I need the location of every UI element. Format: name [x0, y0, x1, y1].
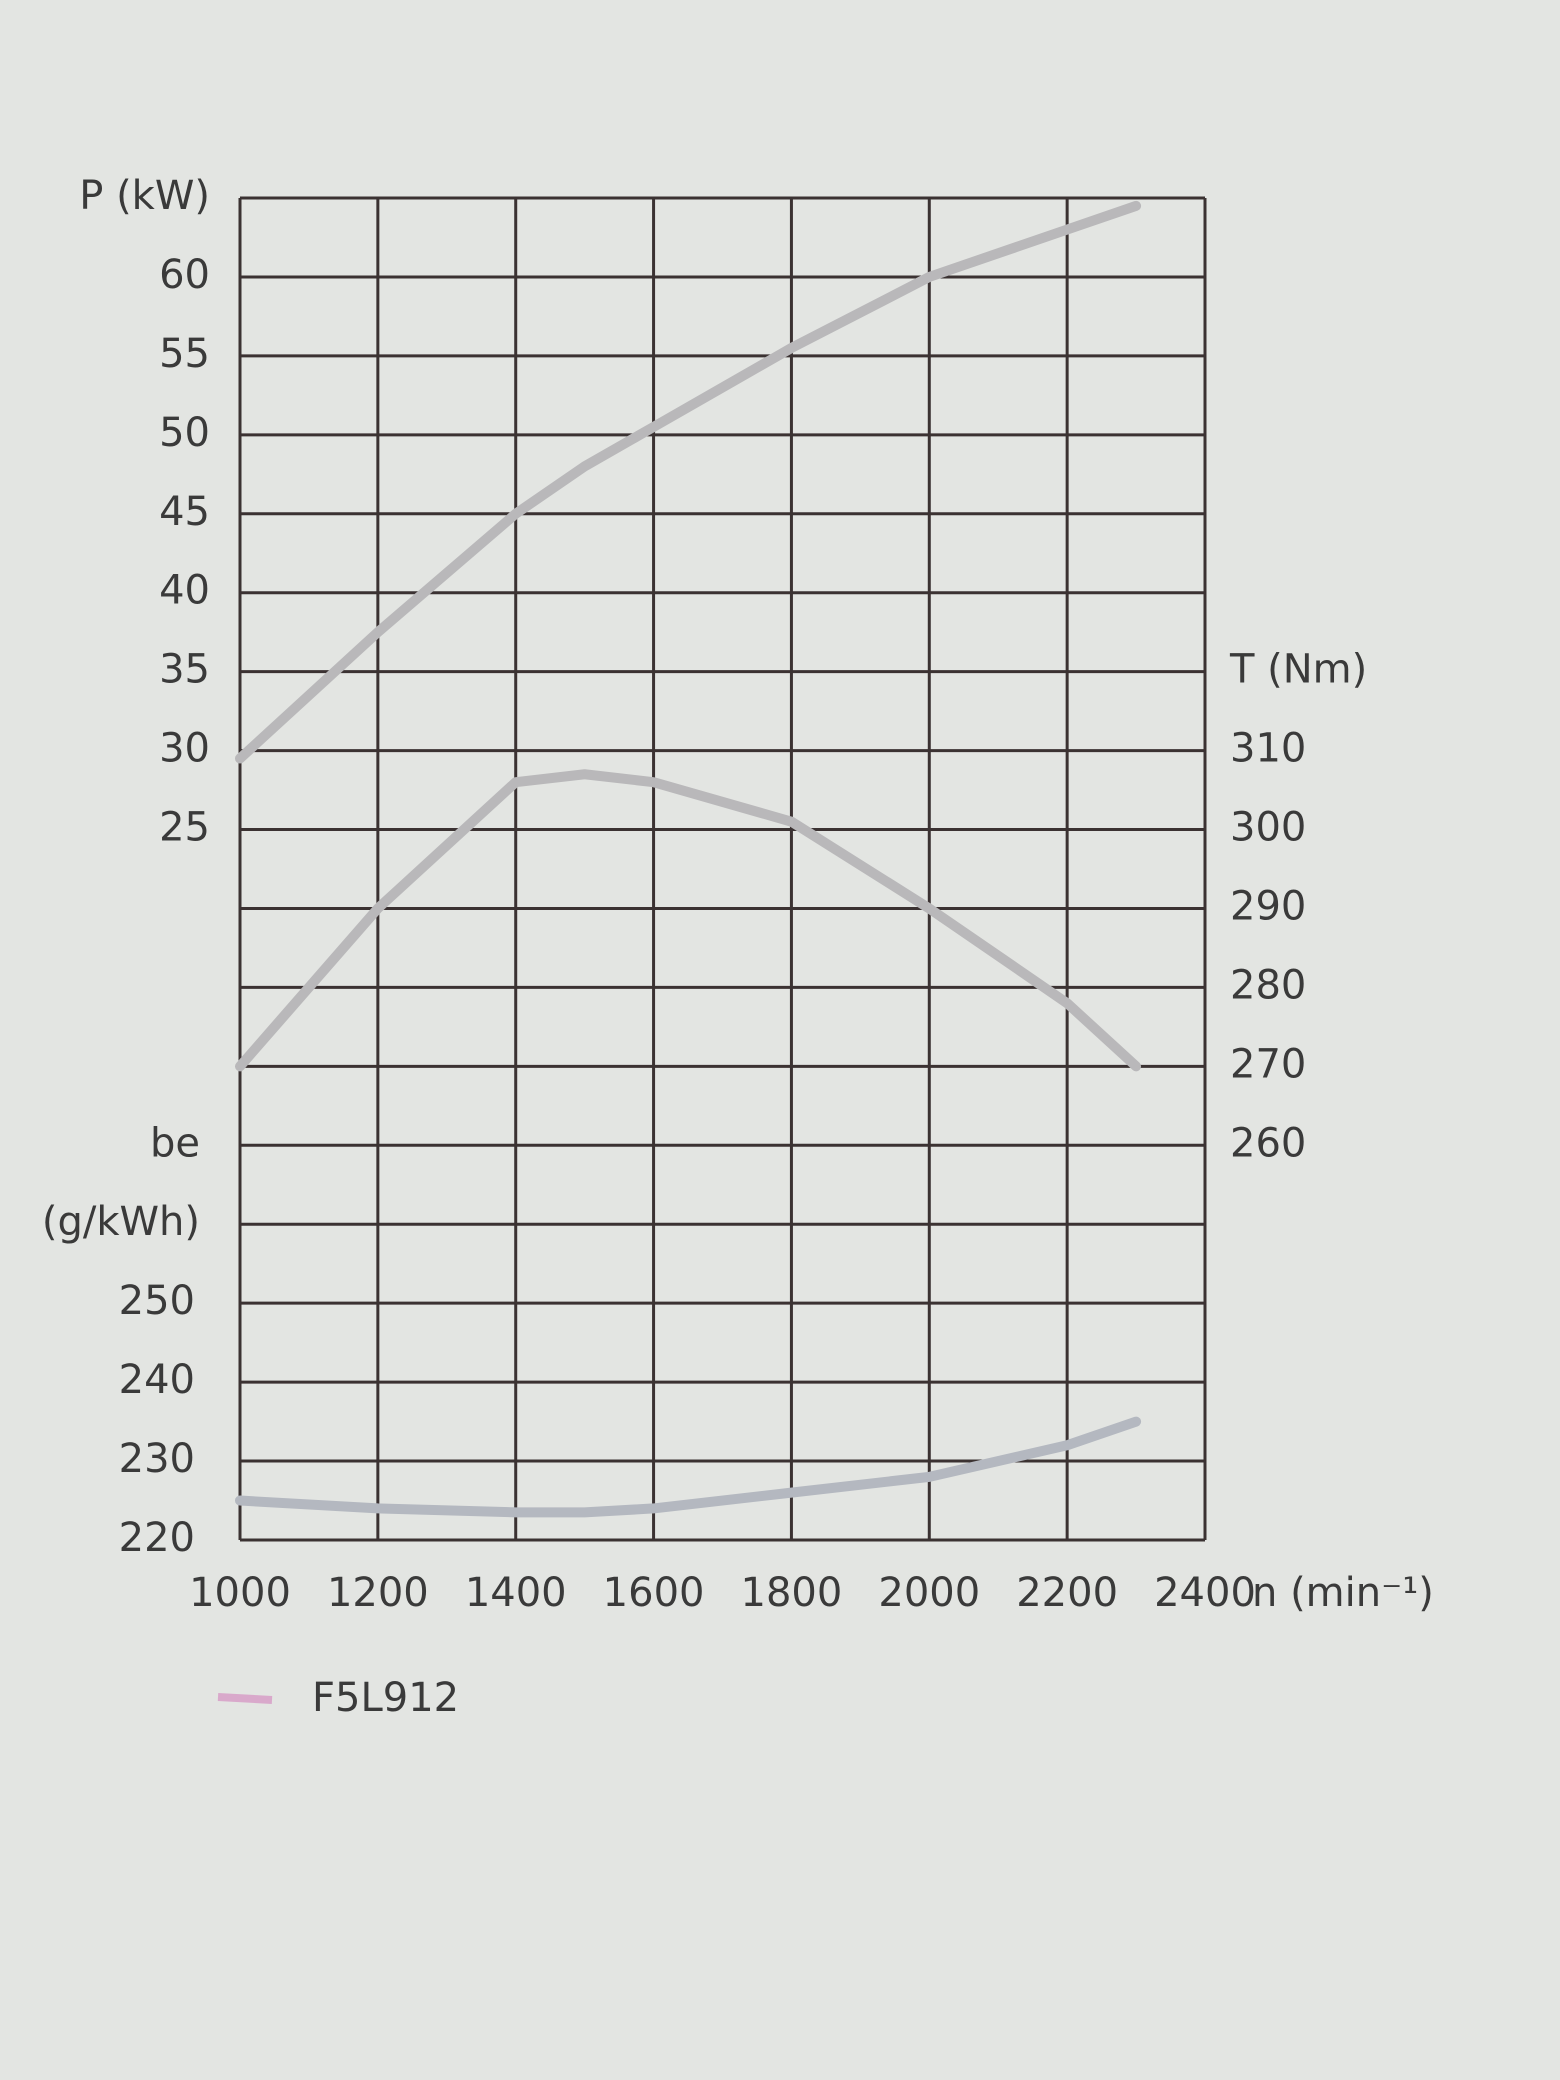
x-tick-label: 2200 — [1016, 1570, 1118, 1616]
x-tick-label: 1000 — [189, 1570, 291, 1616]
y-tick-label: 45 — [159, 489, 210, 535]
y-tick-label: 60 — [159, 252, 210, 298]
y2-tick-label: 290 — [1230, 883, 1306, 929]
x-tick-label: 1400 — [465, 1570, 567, 1616]
y3-tick-label: 250 — [119, 1278, 195, 1324]
x-tick-label: 1600 — [603, 1570, 705, 1616]
y2-tick-label: 260 — [1230, 1120, 1306, 1166]
legend-label: F5L912 — [312, 1675, 459, 1721]
curve — [235, 200, 1142, 764]
y-tick-label: 40 — [159, 568, 210, 614]
x-tick-label: 1200 — [327, 1570, 429, 1616]
y3-axis-label: be — [150, 1120, 200, 1166]
x-axis-label: n (min⁻¹) — [1252, 1570, 1434, 1616]
y3-tick-label: 240 — [119, 1357, 195, 1403]
y2-tick-label: 310 — [1230, 726, 1306, 772]
y-tick-label: 35 — [159, 647, 210, 693]
y-tick-label: 30 — [159, 726, 210, 772]
y-tick-label: 50 — [159, 410, 210, 456]
y2-axis-label: T (Nm) — [1229, 647, 1367, 693]
legend-marker — [217, 1693, 273, 1704]
y3-tick-label: 230 — [119, 1436, 195, 1482]
y-tick-label: 25 — [159, 805, 210, 851]
curve — [235, 769, 1142, 1072]
y3-tick-label: 220 — [119, 1515, 195, 1561]
y2-tick-label: 270 — [1230, 1041, 1306, 1087]
x-tick-label: 2000 — [878, 1570, 980, 1616]
x-tick-label: 2400 — [1154, 1570, 1256, 1616]
curve — [235, 1416, 1142, 1518]
y2-tick-label: 280 — [1230, 962, 1306, 1008]
y2-tick-label: 300 — [1230, 805, 1306, 851]
y-axis-label: P (kW) — [79, 173, 210, 219]
y3-axis-label: (g/kWh) — [42, 1199, 200, 1245]
x-tick-label: 1800 — [741, 1570, 843, 1616]
y-tick-label: 55 — [159, 331, 210, 377]
